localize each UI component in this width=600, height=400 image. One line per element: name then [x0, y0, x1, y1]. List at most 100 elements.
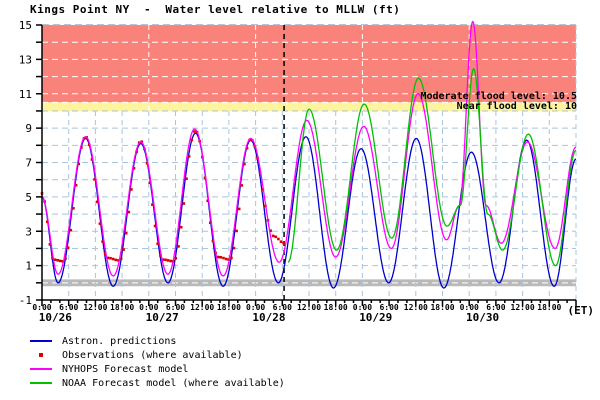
- legend-label-noaa: NOAA Forecast model (where available): [62, 377, 285, 389]
- observation-dot: [161, 258, 165, 261]
- y-tick-label-13: 13: [19, 53, 32, 66]
- x-time-label-102h: 6:00: [486, 303, 505, 312]
- observation-dot: [230, 256, 233, 260]
- observation-dot: [164, 258, 167, 262]
- observation-dot: [145, 162, 149, 165]
- x-time-label-72h: 0:00: [353, 303, 372, 312]
- observation-dot: [132, 167, 136, 170]
- observation-dot: [240, 184, 244, 187]
- observation-dot: [219, 256, 223, 259]
- x-time-label-18h: 18:00: [110, 303, 134, 312]
- observation-dot: [193, 130, 196, 133]
- y-tick-label-9: 9: [25, 122, 32, 135]
- observation-dot: [282, 241, 285, 245]
- observation-dot: [271, 234, 275, 238]
- x-date-label-10-26: 10/26: [39, 311, 72, 324]
- observation-dot: [151, 203, 154, 206]
- observation-dot: [166, 259, 170, 262]
- observation-dot: [248, 138, 251, 142]
- observation-dot: [174, 257, 178, 260]
- observation-dot: [111, 257, 115, 261]
- x-date-label-10-27: 10/27: [146, 311, 179, 324]
- observation-dot: [216, 255, 220, 259]
- observation-dot: [103, 252, 107, 255]
- x-date-label-10-28: 10/28: [252, 311, 285, 324]
- x-time-label-54h: 6:00: [273, 303, 292, 312]
- series-line-2-nyhops: [41, 20, 577, 277]
- observation-dot: [245, 146, 249, 150]
- observation-dot: [206, 199, 209, 203]
- x-time-label-12h: 12:00: [83, 303, 107, 312]
- observation-dot: [72, 207, 75, 210]
- series-line-3-noaa: [287, 67, 577, 267]
- observation-dot: [53, 258, 57, 261]
- legend-item-noaa: NOAA Forecast model (where available): [30, 376, 285, 390]
- observation-dot: [235, 229, 238, 233]
- x-time-label-78h: 6:00: [379, 303, 398, 312]
- observation-dot: [59, 259, 62, 263]
- observation-dot: [64, 257, 67, 260]
- y-tick-label-11: 11: [19, 88, 32, 101]
- observation-dot: [211, 239, 215, 243]
- legend-item-observations: Observations (where available): [30, 348, 285, 362]
- observation-dot: [232, 246, 236, 250]
- legend-label-nyhops: NYHOPS Forecast model: [62, 363, 189, 375]
- observation-dot: [124, 231, 128, 235]
- legend-item-astron: Astron. predictions: [30, 334, 285, 348]
- x-time-label-6h: 6:00: [59, 303, 78, 312]
- observation-dot: [69, 228, 73, 232]
- x-time-label-108h: 12:00: [511, 303, 535, 312]
- observation-dot: [159, 254, 162, 257]
- observation-dot: [237, 207, 241, 211]
- observation-dot: [209, 221, 212, 224]
- observation-dot: [46, 220, 49, 224]
- x-time-label-66h: 18:00: [324, 303, 348, 312]
- chart-title: Kings Point NY - Water level relative to…: [30, 3, 401, 16]
- astron-line-swatch: [30, 340, 56, 342]
- observation-dot: [277, 237, 280, 241]
- legend-label-observations: Observations (where available): [62, 349, 243, 361]
- observation-dot: [130, 188, 133, 191]
- observation-dot: [190, 138, 194, 142]
- y-tick-label-1: 1: [25, 260, 32, 273]
- x-date-label-10-29: 10/29: [359, 311, 392, 324]
- observation-dot: [156, 242, 159, 246]
- observation-dot: [169, 259, 172, 263]
- observation-dot: [182, 202, 186, 205]
- observation-dot: [61, 260, 65, 263]
- observation-dot: [203, 176, 207, 180]
- observation-dot: [98, 222, 102, 225]
- flood-band-near: [42, 102, 576, 111]
- observation-dot: [66, 246, 70, 249]
- y-tick-label-7: 7: [25, 157, 32, 170]
- observation-dot: [148, 181, 152, 185]
- x-time-label-42h: 18:00: [217, 303, 241, 312]
- moderate-flood-level-label: Moderate flood level: 10.5: [420, 91, 577, 102]
- x-time-label-96h: 0:00: [460, 303, 479, 312]
- observation-dot: [135, 150, 138, 154]
- y-tick-label-3: 3: [25, 225, 32, 238]
- x-time-label-36h: 12:00: [190, 303, 214, 312]
- observation-dot: [109, 256, 112, 260]
- near-flood-level-label: Near flood level: 10: [456, 101, 577, 112]
- observation-dot: [93, 178, 96, 181]
- observation-dot: [185, 177, 188, 180]
- x-time-label-30h: 6:00: [166, 303, 185, 312]
- legend-item-nyhops: NYHOPS Forecast model: [30, 362, 285, 376]
- observation-dot: [106, 256, 110, 260]
- y-tick-label-5: 5: [25, 191, 32, 204]
- observation-dot: [269, 229, 272, 232]
- observation-dot: [127, 210, 131, 214]
- x-time-label-114h: 18:00: [537, 303, 561, 312]
- observation-dot: [222, 256, 225, 260]
- observation-dot: [56, 259, 59, 262]
- legend-label-astron: Astron. predictions: [62, 335, 177, 347]
- observation-dot: [51, 257, 54, 260]
- observation-dot: [224, 257, 228, 261]
- x-date-label-10-30: 10/30: [466, 311, 499, 324]
- timezone-label: (ET): [567, 304, 595, 317]
- x-time-label-60h: 12:00: [297, 303, 321, 312]
- observation-dot: [153, 224, 157, 228]
- observation-dot: [74, 183, 78, 187]
